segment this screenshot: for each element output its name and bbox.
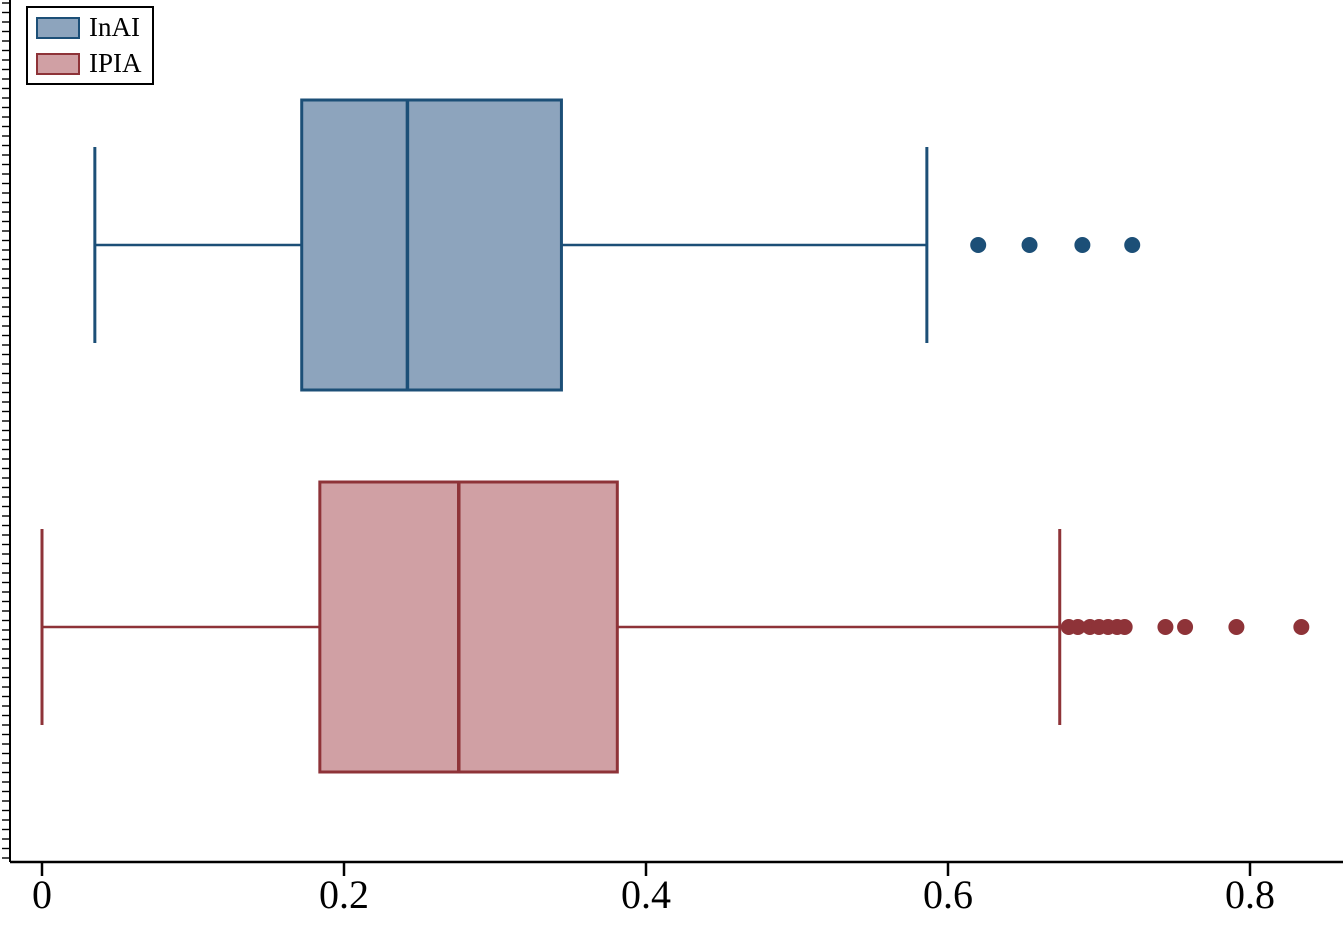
inai-outlier-dot bbox=[1021, 237, 1038, 253]
ipia-outlier-dot bbox=[1116, 619, 1133, 635]
ipia-outlier-dot bbox=[1177, 619, 1194, 635]
x-axis-tick-label: 0.6 bbox=[923, 872, 973, 917]
ipia-outlier-dot bbox=[1228, 619, 1245, 635]
x-axis-tick-label: 0.8 bbox=[1225, 872, 1275, 917]
inai-outlier-dot bbox=[1124, 237, 1141, 253]
ipia-legend-swatch bbox=[36, 52, 80, 75]
inai-box bbox=[300, 98, 563, 392]
legend: InAI IPIA bbox=[26, 6, 154, 86]
ipia-outlier-dot bbox=[1293, 619, 1310, 635]
legend-label: IPIA bbox=[89, 47, 142, 78]
ipia-outlier-dot bbox=[1157, 619, 1174, 635]
ipia-box bbox=[318, 480, 619, 774]
x-axis-tick-label: 0.2 bbox=[319, 872, 369, 917]
inai-outlier-dot bbox=[970, 237, 987, 253]
inai-outlier-dot bbox=[1074, 237, 1091, 253]
ipia-outlier-dot bbox=[1069, 619, 1086, 635]
x-axis-tick-label: 0 bbox=[32, 872, 52, 917]
x-axis-tick-label: 0.4 bbox=[621, 872, 671, 917]
legend-item-ipia: IPIA bbox=[36, 47, 142, 79]
legend-label: InAI bbox=[89, 12, 140, 42]
legend-item-inai: InAI bbox=[36, 12, 142, 43]
inai-legend-swatch bbox=[36, 16, 80, 39]
